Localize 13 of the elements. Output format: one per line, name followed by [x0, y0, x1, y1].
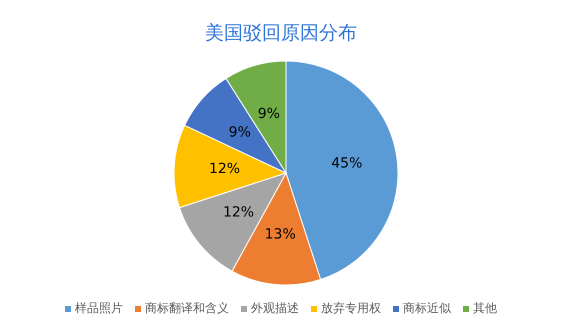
legend-label: 其他	[473, 300, 497, 317]
legend-label: 商标近似	[403, 300, 451, 317]
legend-label: 外观描述	[251, 300, 299, 317]
data-label: 13%	[264, 226, 296, 242]
chart-title: 美国驳回原因分布	[204, 21, 358, 46]
legend-label: 样品照片	[75, 300, 123, 317]
data-label: 9%	[258, 106, 280, 122]
data-label: 12%	[208, 161, 240, 178]
data-label: 12%	[222, 204, 254, 220]
legend-label: 放弃专用权	[321, 300, 381, 317]
legend-label: 商标翻译和含义	[145, 300, 229, 317]
data-label: 45%	[331, 155, 362, 172]
data-label: 9%	[228, 124, 251, 140]
